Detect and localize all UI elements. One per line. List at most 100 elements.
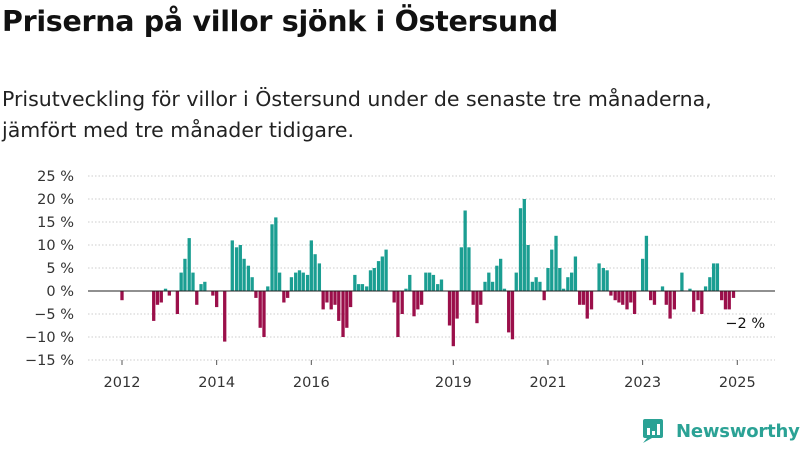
bar — [566, 277, 570, 291]
bar — [203, 281, 207, 291]
brand-name: Newsworthy — [676, 420, 800, 442]
bar — [479, 291, 483, 305]
bar — [573, 256, 578, 291]
bar — [459, 247, 464, 291]
bar — [703, 286, 708, 291]
bar — [597, 263, 601, 291]
bar — [538, 281, 542, 291]
bar — [526, 245, 530, 291]
bar — [530, 281, 534, 291]
bar — [333, 291, 337, 305]
bar — [569, 272, 574, 291]
bar — [175, 291, 180, 314]
bar — [498, 258, 503, 291]
bar — [561, 288, 566, 291]
bar — [428, 272, 432, 291]
bar — [652, 291, 657, 305]
bar — [380, 256, 384, 291]
bar — [167, 291, 171, 296]
bar — [723, 291, 728, 310]
bar — [301, 272, 305, 291]
bar — [357, 284, 361, 291]
bar — [345, 291, 349, 328]
y-tick-label: −15 % — [25, 353, 74, 369]
bar — [246, 265, 251, 291]
bar — [234, 247, 239, 291]
bar — [424, 272, 428, 291]
bar — [250, 277, 254, 291]
bar — [439, 279, 444, 291]
bar — [262, 291, 266, 337]
bar — [400, 291, 404, 314]
x-tick-label: 2014 — [198, 375, 235, 390]
bar — [490, 281, 495, 291]
bar — [447, 291, 452, 326]
bar — [254, 291, 258, 298]
bar — [372, 268, 376, 291]
bar — [238, 245, 242, 291]
bar — [274, 217, 278, 291]
x-tick-label: 2023 — [624, 375, 661, 390]
bar — [159, 291, 163, 303]
bar — [660, 286, 665, 291]
bar — [558, 268, 562, 291]
chart-title: Priserna på villor sjönk i Östersund — [2, 5, 559, 38]
bar — [384, 249, 388, 291]
bar — [589, 291, 594, 310]
bar — [585, 291, 589, 319]
bar — [514, 272, 518, 291]
bar — [270, 224, 274, 291]
x-tick-label: 2021 — [530, 375, 567, 390]
bar — [353, 274, 357, 291]
y-tick-label: 0 % — [46, 284, 74, 300]
bar — [396, 291, 400, 337]
bar — [215, 291, 219, 308]
bar — [431, 274, 436, 291]
bar — [605, 270, 609, 291]
bar — [187, 238, 191, 291]
x-tick-label: 2019 — [435, 375, 472, 390]
chart-subtitle: Prisutveckling för villor i Östersund un… — [2, 87, 712, 142]
y-tick-label: −10 % — [25, 330, 74, 346]
price-change-bar-chart: −15 % −10 % −5 % 0 % 5 % 10 % 15 % 20 % 25 % 2012… — [25, 169, 775, 390]
bar — [554, 235, 558, 291]
bar — [242, 258, 246, 291]
y-tick-label: −5 % — [34, 307, 74, 323]
bar — [392, 291, 396, 303]
bar — [613, 291, 617, 301]
bar — [365, 286, 369, 291]
bar — [727, 291, 731, 310]
bar — [720, 291, 724, 301]
bar — [412, 291, 416, 317]
bar — [534, 277, 538, 291]
bar — [289, 277, 294, 291]
bar — [467, 247, 471, 291]
bar — [542, 291, 546, 301]
bar — [195, 291, 199, 305]
bar — [120, 291, 124, 301]
bar — [463, 210, 467, 291]
newsworthy-logo: Newsworthy — [643, 419, 800, 443]
bar — [507, 291, 511, 333]
bar — [191, 272, 195, 291]
bar — [621, 291, 625, 305]
bar — [368, 270, 373, 291]
bar — [708, 277, 712, 291]
bar — [183, 258, 187, 291]
bar — [455, 291, 459, 319]
bar — [436, 284, 440, 291]
bar — [294, 272, 298, 291]
bar — [163, 288, 168, 291]
bar — [317, 263, 322, 291]
bar — [309, 240, 313, 291]
bar — [471, 291, 475, 305]
y-tick-label: 5 % — [46, 261, 74, 277]
bar — [664, 291, 668, 305]
x-tick-label: 2025 — [719, 375, 756, 390]
bar — [715, 263, 720, 291]
bar — [696, 291, 700, 301]
bar — [688, 288, 692, 291]
bar — [578, 291, 582, 305]
bar — [609, 291, 613, 296]
bar — [451, 291, 455, 347]
